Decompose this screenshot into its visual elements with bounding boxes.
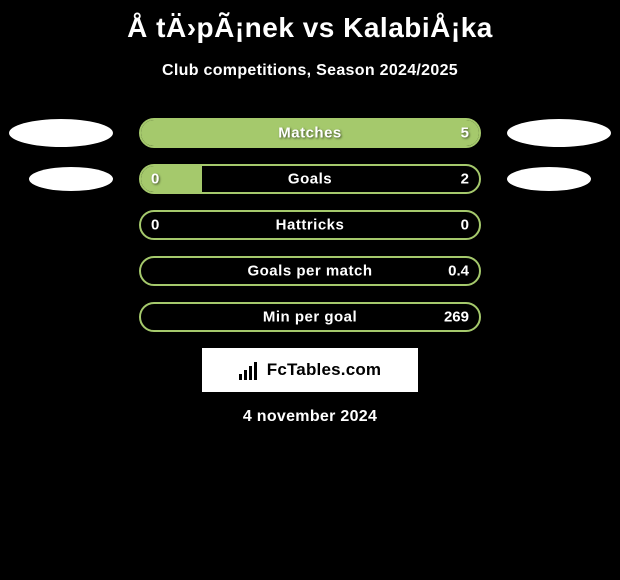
- stat-right-value: 269: [444, 309, 469, 326]
- brand-text: FcTables.com: [267, 360, 382, 380]
- stat-right-value: 2: [461, 171, 469, 188]
- page-subtitle: Club competitions, Season 2024/2025: [0, 62, 620, 80]
- stats-container: Matches 5 0 Goals 2 0 Hattricks 0 Goals …: [0, 118, 620, 332]
- stat-right-value: 0: [461, 217, 469, 234]
- stat-label: Min per goal: [263, 309, 357, 326]
- stat-bar: 0 Hattricks 0: [139, 210, 481, 240]
- brand-chart-icon: [239, 360, 261, 380]
- stat-bar: Goals per match 0.4: [139, 256, 481, 286]
- stat-label: Hattricks: [276, 217, 345, 234]
- stat-bar: Matches 5: [139, 118, 481, 148]
- right-ellipse-icon: [507, 167, 591, 191]
- stat-label: Goals: [288, 171, 332, 188]
- stat-left-value: 0: [151, 217, 159, 234]
- stat-row-gpm: Goals per match 0.4: [0, 256, 620, 286]
- stat-row-goals: 0 Goals 2: [0, 164, 620, 194]
- stat-left-value: 0: [151, 171, 159, 188]
- left-ellipse-icon: [29, 167, 113, 191]
- right-ellipse-icon: [507, 119, 611, 147]
- stat-right-value: 0.4: [448, 263, 469, 280]
- stat-label: Goals per match: [247, 263, 372, 280]
- stat-bar: 0 Goals 2: [139, 164, 481, 194]
- date-text: 4 november 2024: [0, 408, 620, 426]
- stat-right-value: 5: [461, 125, 469, 142]
- stat-bar: Min per goal 269: [139, 302, 481, 332]
- brand-badge[interactable]: FcTables.com: [202, 348, 418, 392]
- page-title: Å tÄ›pÃ¡nek vs KalabiÅ¡ka: [0, 0, 620, 44]
- stat-label: Matches: [278, 125, 342, 142]
- stat-row-matches: Matches 5: [0, 118, 620, 148]
- stat-row-mpg: Min per goal 269: [0, 302, 620, 332]
- left-ellipse-icon: [9, 119, 113, 147]
- stat-row-hattricks: 0 Hattricks 0: [0, 210, 620, 240]
